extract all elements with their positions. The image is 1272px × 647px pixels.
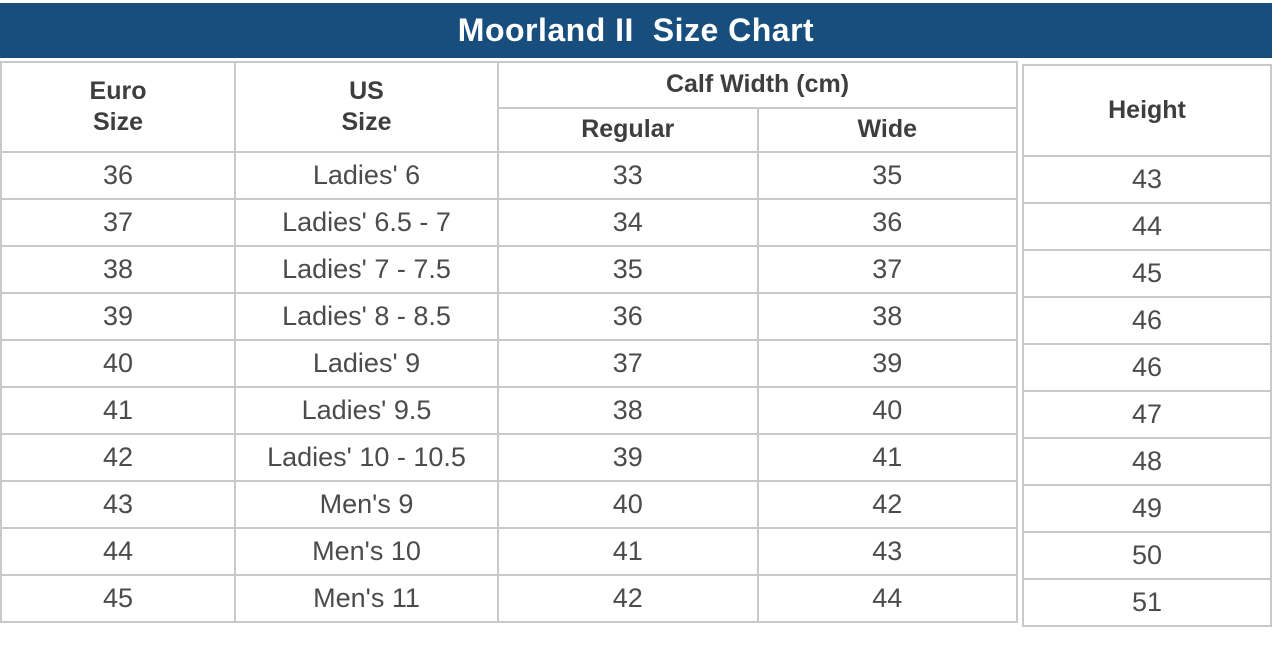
- height-cell: 45: [1022, 249, 1272, 298]
- euro-size-cell: 36: [0, 151, 236, 200]
- calf-regular-cell: 34: [497, 198, 759, 247]
- header-us-size: US Size: [234, 61, 499, 153]
- calf-wide-cell: 43: [756, 527, 1018, 576]
- calf-regular-cell: 39: [497, 433, 759, 482]
- calf-regular-cell: 38: [497, 386, 759, 435]
- us-size-cell: Men's 11: [234, 574, 499, 623]
- euro-size-cell: 41: [0, 386, 236, 435]
- calf-wide-cell: 39: [756, 339, 1018, 388]
- height-column-table: Height 43 44 45 46 46 47 48 49 50 51: [1022, 64, 1272, 627]
- table-row: 49: [1022, 484, 1272, 533]
- us-size-cell: Ladies' 9: [234, 339, 499, 388]
- us-size-cell: Ladies' 6: [234, 151, 499, 200]
- us-size-cell: Ladies' 6.5 - 7: [234, 198, 499, 247]
- table-row: 45: [1022, 249, 1272, 298]
- us-size-cell: Men's 10: [234, 527, 499, 576]
- euro-size-cell: 40: [0, 339, 236, 388]
- table-row: 38 Ladies' 7 - 7.5 35 37: [0, 245, 1018, 294]
- table-row: 45 Men's 11 42 44: [0, 574, 1018, 623]
- height-cell: 47: [1022, 390, 1272, 439]
- header-us-line1: US: [349, 76, 384, 105]
- header-row-sub: Regular Wide: [1, 107, 1018, 153]
- table-row: 43 Men's 9 40 42: [0, 480, 1018, 529]
- header-euro-line1: Euro: [89, 76, 147, 105]
- table-row: 44: [1022, 202, 1272, 251]
- height-cell: 44: [1022, 202, 1272, 251]
- calf-regular-cell: 40: [497, 480, 759, 529]
- table-row: 47: [1022, 390, 1272, 439]
- table-row: 37 Ladies' 6.5 - 7 34 36: [0, 198, 1018, 247]
- calf-wide-cell: 36: [756, 198, 1018, 247]
- calf-wide-cell: 42: [756, 480, 1018, 529]
- table-row: 44 Men's 10 41 43: [0, 527, 1018, 576]
- table-row: 42 Ladies' 10 - 10.5 39 41: [0, 433, 1018, 482]
- calf-wide-cell: 40: [756, 386, 1018, 435]
- euro-size-cell: 45: [0, 574, 236, 623]
- calf-regular-cell: 42: [497, 574, 759, 623]
- height-cell: 49: [1022, 484, 1272, 533]
- table-row: 50: [1022, 531, 1272, 580]
- table-row: 41 Ladies' 9.5 38 40: [0, 386, 1018, 435]
- header-calf-regular: Regular: [497, 107, 759, 153]
- calf-wide-cell: 37: [756, 245, 1018, 294]
- calf-regular-cell: 36: [497, 292, 759, 341]
- table-row: 43: [1022, 155, 1272, 204]
- table-row: 46: [1022, 296, 1272, 345]
- calf-wide-cell: 35: [756, 151, 1018, 200]
- header-euro-size: Euro Size: [0, 61, 236, 153]
- height-cell: 48: [1022, 437, 1272, 486]
- calf-regular-cell: 41: [497, 527, 759, 576]
- table-row: 48: [1022, 437, 1272, 486]
- us-size-cell: Men's 9: [234, 480, 499, 529]
- table-row: 51: [1022, 578, 1272, 627]
- header-calf-width-group: Calf Width (cm): [497, 61, 1018, 109]
- euro-size-cell: 42: [0, 433, 236, 482]
- height-cell: 50: [1022, 531, 1272, 580]
- euro-size-cell: 44: [0, 527, 236, 576]
- header-euro-line2: Size: [92, 108, 144, 136]
- calf-regular-cell: 37: [497, 339, 759, 388]
- height-cell: 51: [1022, 578, 1272, 627]
- page-title: Moorland II Size Chart: [457, 12, 815, 48]
- size-chart-table: Euro Size US Size Calf Width (cm) Regula…: [0, 61, 1018, 623]
- header-height: Height: [1022, 64, 1272, 157]
- calf-wide-cell: 38: [756, 292, 1018, 341]
- header-calf-wide: Wide: [756, 107, 1018, 153]
- us-size-cell: Ladies' 9.5: [234, 386, 499, 435]
- euro-size-cell: 38: [0, 245, 236, 294]
- height-cell: 46: [1022, 296, 1272, 345]
- height-cell: 43: [1022, 155, 1272, 204]
- table-row: 40 Ladies' 9 37 39: [0, 339, 1018, 388]
- table-row: 36 Ladies' 6 33 35: [0, 151, 1018, 200]
- header-row: Height: [1022, 64, 1272, 157]
- us-size-cell: Ladies' 10 - 10.5: [234, 433, 499, 482]
- calf-wide-cell: 44: [756, 574, 1018, 623]
- calf-regular-cell: 33: [497, 151, 759, 200]
- euro-size-cell: 39: [0, 292, 236, 341]
- us-size-cell: Ladies' 7 - 7.5: [234, 245, 499, 294]
- euro-size-cell: 43: [0, 480, 236, 529]
- table-row: 39 Ladies' 8 - 8.5 36 38: [0, 292, 1018, 341]
- header-us-line2: Size: [341, 108, 392, 136]
- title-bar: Moorland II Size Chart: [0, 3, 1272, 58]
- us-size-cell: Ladies' 8 - 8.5: [234, 292, 499, 341]
- euro-size-cell: 37: [0, 198, 236, 247]
- height-cell: 46: [1022, 343, 1272, 392]
- header-row-top: Euro Size US Size Calf Width (cm): [0, 61, 1018, 153]
- calf-regular-cell: 35: [497, 245, 759, 294]
- calf-wide-cell: 41: [756, 433, 1018, 482]
- table-row: 46: [1022, 343, 1272, 392]
